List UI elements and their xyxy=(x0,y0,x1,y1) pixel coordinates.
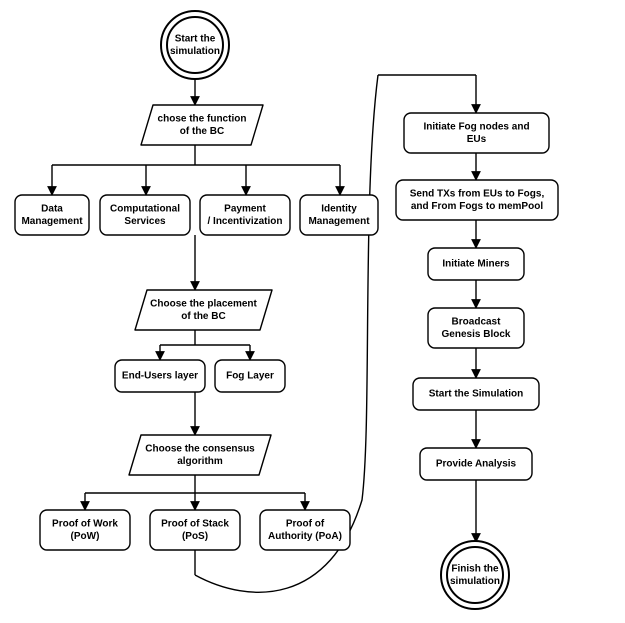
svg-text:Proof of: Proof of xyxy=(286,518,325,529)
svg-text:Start the: Start the xyxy=(175,33,216,44)
svg-text:Initiate Miners: Initiate Miners xyxy=(442,259,510,270)
svg-text:Authority (PoA): Authority (PoA) xyxy=(268,531,342,542)
svg-text:Initiate Fog nodes and: Initiate Fog nodes and xyxy=(423,121,529,132)
svg-text:Computational: Computational xyxy=(110,203,180,214)
svg-text:Proof of Work: Proof of Work xyxy=(52,518,118,529)
svg-text:Send TXs from EUs to Fogs,: Send TXs from EUs to Fogs, xyxy=(410,188,545,199)
svg-text:End-Users layer: End-Users layer xyxy=(122,371,198,382)
svg-text:chose the function: chose the function xyxy=(158,113,247,124)
svg-text:Services: Services xyxy=(124,216,166,227)
svg-text:simulation: simulation xyxy=(450,576,500,587)
svg-text:/ Incentivization: / Incentivization xyxy=(207,216,282,227)
svg-text:Management: Management xyxy=(21,216,83,227)
svg-text:Payment: Payment xyxy=(224,203,266,214)
svg-text:Choose the consensus: Choose the consensus xyxy=(145,443,255,454)
svg-text:Identity: Identity xyxy=(321,203,357,214)
svg-text:algorithm: algorithm xyxy=(177,456,223,467)
svg-text:Data: Data xyxy=(41,203,63,214)
svg-text:of the BC: of the BC xyxy=(180,126,224,137)
flowchart: Start the simulation Finish the simulation c… xyxy=(0,0,625,623)
svg-text:Broadcast: Broadcast xyxy=(452,316,502,327)
svg-text:Start the Simulation: Start the Simulation xyxy=(429,389,523,400)
svg-text:Finish the: Finish the xyxy=(451,563,499,574)
svg-text:Fog Layer: Fog Layer xyxy=(226,371,274,382)
svg-text:Provide Analysis: Provide Analysis xyxy=(436,459,517,470)
svg-text:(PoW): (PoW) xyxy=(71,531,100,542)
svg-text:Management: Management xyxy=(308,216,370,227)
svg-text:Genesis Block: Genesis Block xyxy=(442,329,511,340)
svg-text:and From Fogs to memPool: and From Fogs to memPool xyxy=(411,201,543,212)
svg-text:Proof of Stack: Proof of Stack xyxy=(161,518,229,529)
svg-text:(PoS): (PoS) xyxy=(182,531,208,542)
svg-text:Choose the placement: Choose the placement xyxy=(150,298,257,309)
svg-text:EUs: EUs xyxy=(467,134,487,145)
svg-text:of the BC: of the BC xyxy=(181,311,225,322)
svg-text:simulation: simulation xyxy=(170,46,220,57)
